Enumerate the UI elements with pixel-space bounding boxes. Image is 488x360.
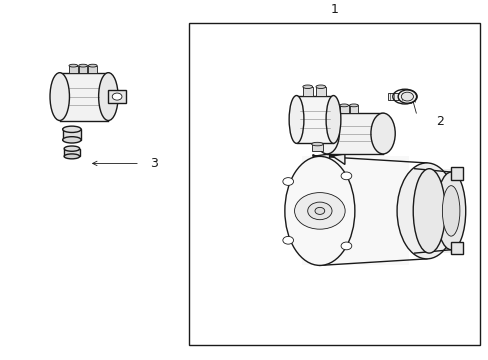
Bar (64, 149, 80, 156)
Bar (414, 169, 450, 253)
Ellipse shape (62, 126, 81, 132)
Circle shape (282, 177, 293, 185)
Ellipse shape (436, 172, 465, 250)
Circle shape (307, 202, 331, 220)
Ellipse shape (325, 95, 340, 143)
Text: 1: 1 (330, 3, 338, 17)
Bar (62, 129, 81, 140)
Circle shape (341, 172, 351, 180)
Bar (326, 113, 382, 154)
Ellipse shape (99, 73, 118, 121)
Polygon shape (330, 154, 344, 165)
Ellipse shape (79, 64, 87, 67)
Ellipse shape (442, 186, 459, 236)
Ellipse shape (69, 64, 78, 67)
Ellipse shape (315, 85, 325, 89)
Bar (188, 23, 479, 345)
Ellipse shape (62, 137, 81, 143)
Circle shape (112, 93, 122, 100)
Ellipse shape (396, 163, 456, 259)
Ellipse shape (285, 156, 354, 265)
Ellipse shape (401, 92, 413, 101)
Bar (79, 66, 87, 73)
Bar (88, 66, 97, 73)
Ellipse shape (288, 95, 304, 143)
Ellipse shape (64, 146, 80, 151)
Ellipse shape (397, 90, 416, 103)
Ellipse shape (349, 104, 358, 107)
Bar (349, 105, 358, 113)
Ellipse shape (88, 64, 97, 67)
Ellipse shape (370, 113, 394, 154)
Bar (450, 167, 462, 180)
Ellipse shape (412, 169, 445, 253)
Bar (315, 87, 325, 95)
Bar (302, 87, 312, 95)
Circle shape (314, 207, 324, 215)
Ellipse shape (339, 104, 348, 107)
Text: 3: 3 (149, 157, 157, 170)
Bar (69, 66, 78, 73)
Circle shape (294, 193, 345, 229)
Ellipse shape (302, 85, 312, 89)
Bar (387, 94, 407, 100)
Circle shape (282, 237, 293, 244)
Bar (311, 144, 323, 151)
Bar (296, 95, 333, 143)
Bar (60, 73, 108, 121)
Ellipse shape (64, 154, 80, 159)
Polygon shape (312, 154, 329, 163)
Bar (339, 105, 348, 113)
Ellipse shape (50, 73, 69, 121)
Bar (302, 156, 408, 265)
Text: 2: 2 (436, 115, 444, 128)
Bar (450, 242, 462, 255)
Bar (108, 90, 125, 103)
Ellipse shape (314, 113, 339, 154)
Circle shape (341, 242, 351, 250)
Ellipse shape (311, 142, 323, 146)
